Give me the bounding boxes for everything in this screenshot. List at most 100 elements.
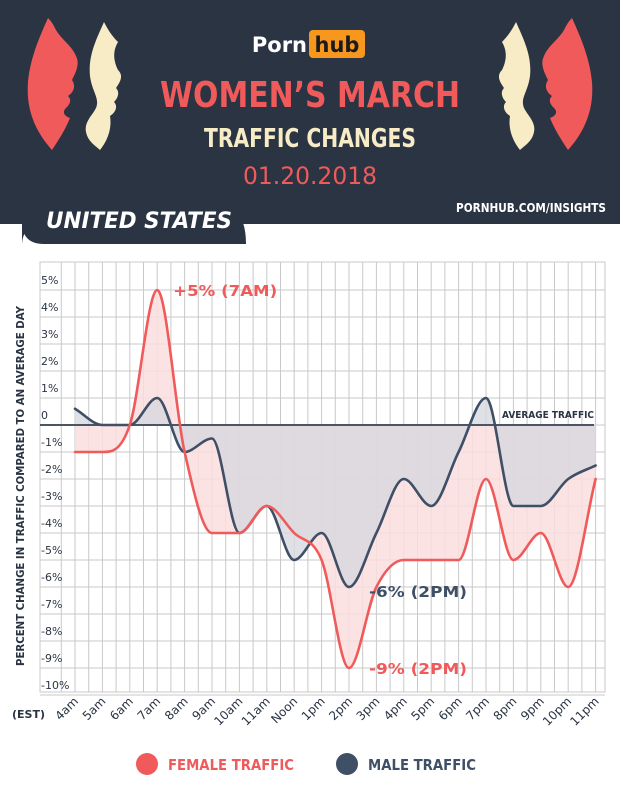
female-point-9pm [539,531,543,535]
male-point-11am [265,504,269,508]
male-point-11pm [594,464,598,468]
x-tick-label: 11am [239,694,273,728]
y-tick-label: 0 [41,409,48,422]
legend-female-marker [136,753,158,775]
male-point-4am [73,407,77,411]
region-label: UNITED STATES [46,209,232,234]
x-tick-label: 8am [162,694,191,723]
legend: FEMALE TRAFFIC MALE TRAFFIC [136,753,476,775]
x-tick-label: 2pm [326,694,355,723]
male-point-9am [210,437,214,441]
y-tick-label: -6% [41,571,62,584]
y-tick-label: 2% [41,355,58,368]
logo-text-right: hub [315,33,360,57]
female-point-4pm [402,558,406,562]
page-subtitle: TRAFFIC CHANGES [204,124,416,154]
male-face-silhouette-left [85,22,122,150]
female-point-11pm [594,477,598,481]
male-point-7pm [484,396,488,400]
male-point-6am [128,423,132,427]
male-point-Noon [292,558,296,562]
x-axis-unit-label: (EST) [12,708,45,721]
male-point-4pm [402,477,406,481]
x-tick-label: 6pm [436,694,465,723]
male-point-10pm [566,477,570,481]
female-face-silhouette-right [542,18,593,150]
male-point-10am [237,531,241,535]
x-axis-ticks: 4am5am6am7am8am9am10am11amNoon1pm2pm3pm4… [52,694,601,728]
x-tick-label: 7pm [463,694,492,723]
female-face-silhouette-left [27,18,78,150]
plot-frame [39,261,606,693]
y-axis-title: PERCENT CHANGE IN TRAFFIC COMPARED TO AN… [15,306,27,666]
y-tick-label: 1% [41,382,58,395]
average-traffic-label: AVERAGE TRAFFIC [502,410,594,421]
y-tick-label: -1% [41,436,62,449]
x-tick-label: 6am [107,694,136,723]
x-tick-label: 10pm [540,694,574,728]
annotation-male-low: -6% (2PM) [369,583,467,601]
female-point-5am [100,450,104,454]
x-tick-label: Noon [268,694,300,726]
annotation-female-peak: +5% (7AM) [173,282,277,300]
male-point-2pm [347,585,351,589]
y-tick-label: 3% [41,328,58,341]
legend-male-marker [336,753,358,775]
female-traffic-line [73,288,597,670]
page-title: WOMEN’S MARCH [160,75,460,116]
x-tick-label: 8pm [491,694,520,723]
y-tick-label: -5% [41,544,62,557]
x-tick-label: 3pm [354,694,383,723]
male-point-3pm [374,531,378,535]
y-tick-label: -9% [41,652,62,665]
legend-male-label: MALE TRAFFIC [368,756,476,774]
female-point-10pm [566,585,570,589]
male-point-8pm [511,504,515,508]
x-tick-label: 1pm [299,694,328,723]
x-tick-label: 5am [80,694,109,723]
y-tick-label: -4% [41,517,62,530]
chart-lines [73,288,598,670]
date-label: 01.20.2018 [243,162,377,190]
logo-badge [309,30,365,58]
female-point-1pm [320,558,324,562]
female-point-5pm [429,558,433,562]
y-tick-label: 5% [41,274,58,287]
y-tick-label: -3% [41,490,62,503]
female-point-2pm [347,666,351,670]
y-tick-label: -10% [41,679,69,692]
x-tick-label: 7am [135,694,164,723]
male-traffic-line [73,396,597,589]
y-tick-label: -2% [41,463,62,476]
logo-text-left: Porn [252,33,307,57]
x-tick-label: 11pm [567,694,601,728]
x-tick-label: 4pm [381,694,410,723]
y-tick-label: -7% [41,598,62,611]
y-axis-ticks: 5% 4% 3% 2% 1% 0 -1% -2% -3% -4% -5% -6% -7% -8% -9% -1… [41,274,69,692]
right-faces-illustration [498,18,593,150]
chart-areas [75,290,596,668]
male-face-silhouette-right [498,22,535,150]
x-tick-label: 4am [52,694,81,723]
y-tick-label: -8% [41,625,62,638]
female-point-Noon [292,531,296,535]
annotation-female-low: -9% (2PM) [369,660,467,678]
female-point-6pm [457,558,461,562]
male-traffic-area [75,398,596,587]
female-point-9am [210,531,214,535]
male-point-5am [100,423,104,427]
male-point-6pm [457,450,461,454]
female-point-4am [73,450,77,454]
x-tick-label: 5pm [408,694,437,723]
male-point-9pm [539,504,543,508]
source-link[interactable]: PORNHUB.COM/INSIGHTS [456,201,606,215]
x-tick-label: 10am [211,694,245,728]
legend-female-label: FEMALE TRAFFIC [168,756,294,774]
left-faces-illustration [27,18,122,150]
pornhub-logo: Porn hub [252,30,365,58]
male-point-8am [183,450,187,454]
female-point-8pm [511,558,515,562]
male-point-5pm [429,504,433,508]
y-tick-label: 4% [41,301,58,314]
